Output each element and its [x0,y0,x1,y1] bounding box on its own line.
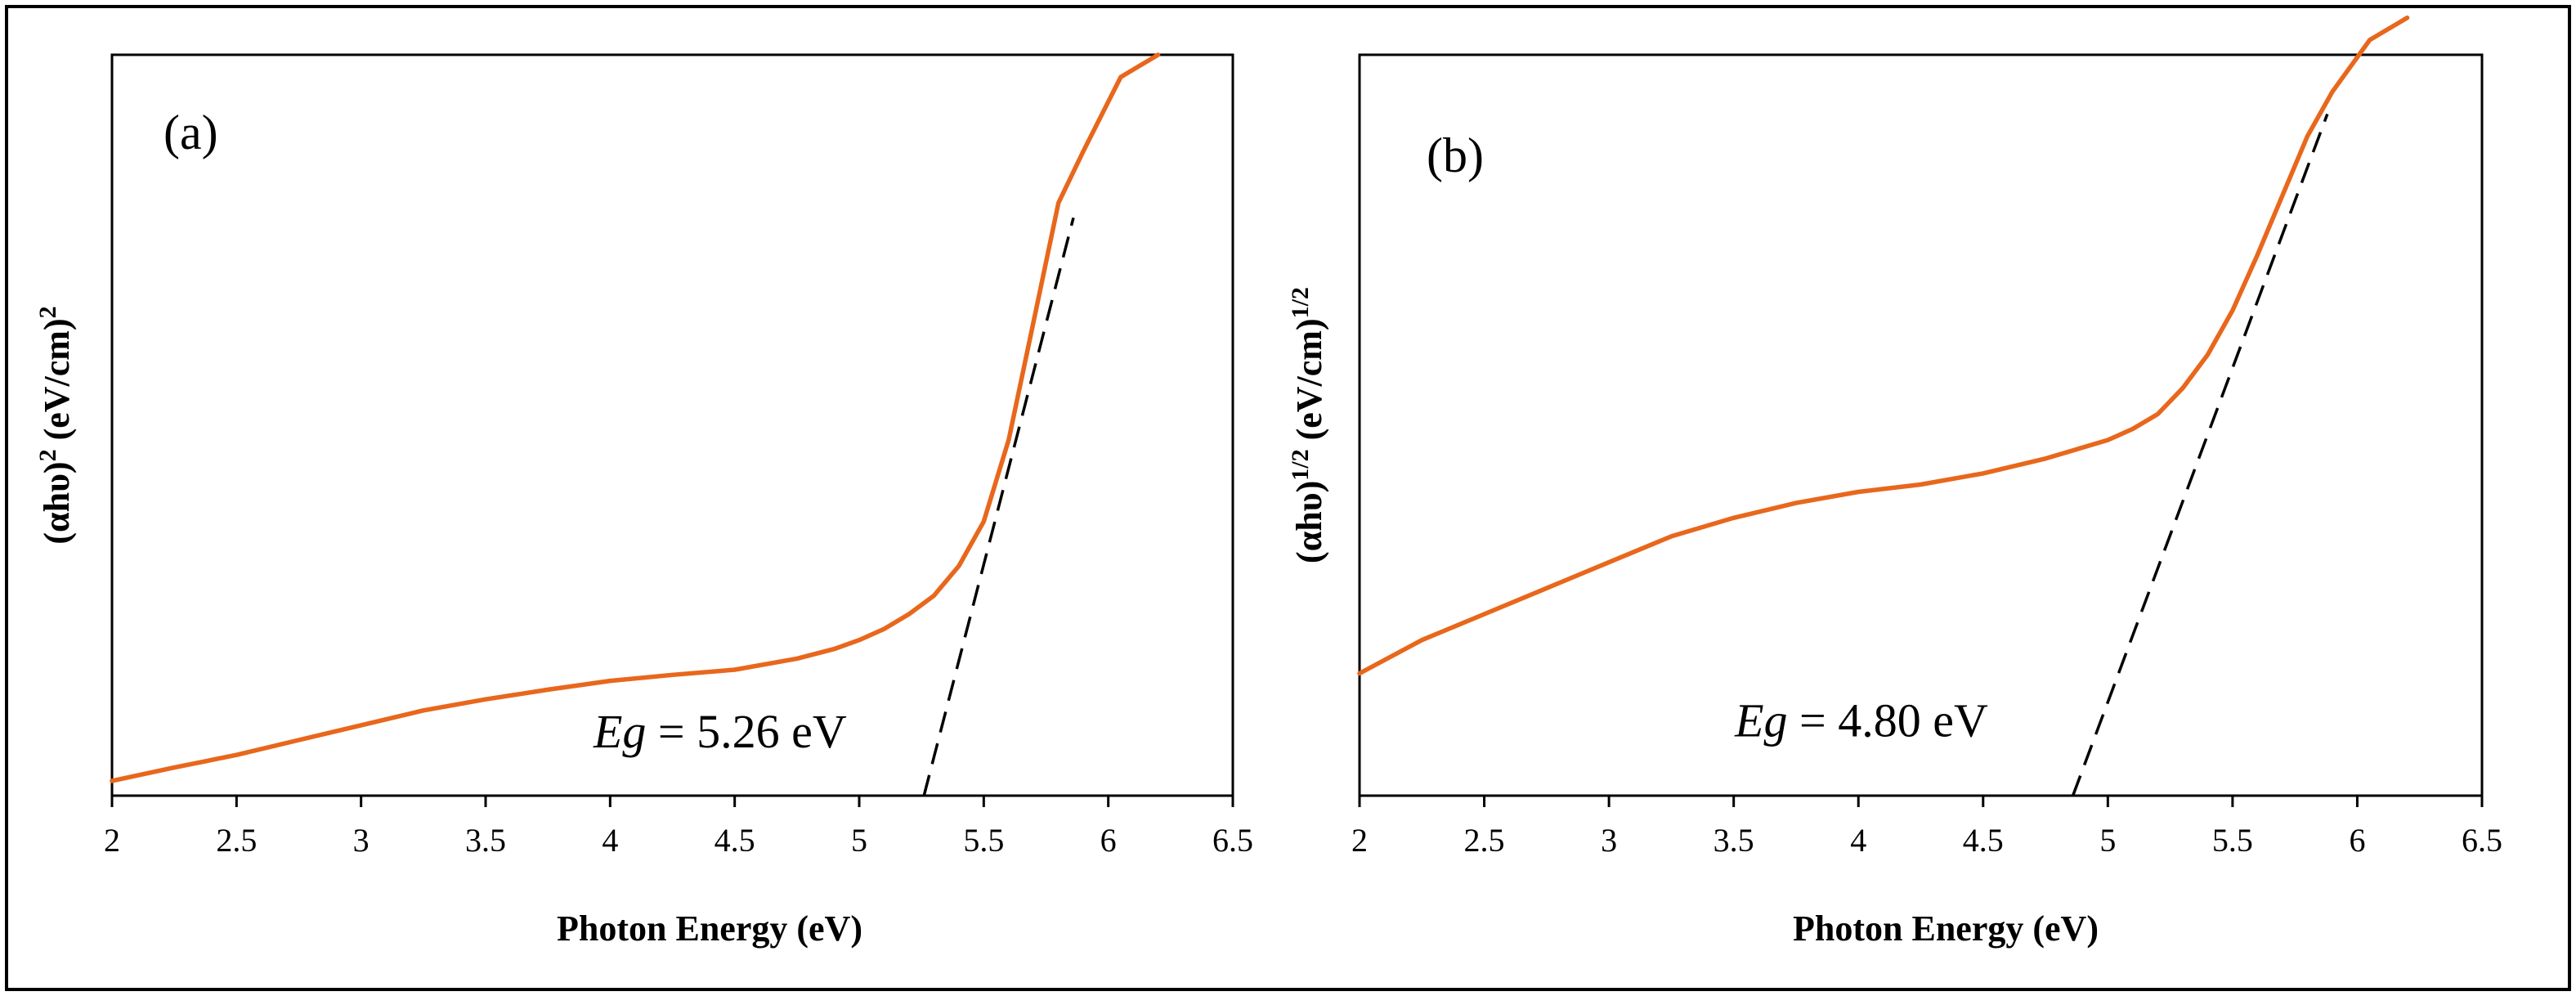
x-tick-label: 3 [353,822,370,859]
band-gap-value: = 5.26 eV [646,705,846,758]
band-gap-annotation: Eg = 5.26 eV [593,705,847,758]
figure-border [5,5,2571,991]
x-tick-label: 4 [1850,822,1866,859]
x-tick-label: 6 [1100,822,1117,859]
panel-label: (a) [164,105,218,159]
x-tick-label: 5 [2099,822,2116,859]
x-tick-label: 4.5 [715,822,755,859]
y-axis-title-exponent: 1/2 [1287,449,1314,480]
x-tick-label: 6 [2349,822,2365,859]
x-tick-label: 3 [1601,822,1617,859]
band-gap-symbol: Eg [593,705,646,758]
y-axis-title-part: (αhυ) [1289,481,1329,563]
x-axis-title: Photon Energy (eV) [557,909,862,949]
x-tick-label: 3.5 [1714,822,1754,859]
series-line-absorption [110,52,1161,783]
y-axis-title: (αhυ)2 (eV/cm)2 [34,306,78,544]
x-tick-label: 5.5 [963,822,1004,859]
x-tick-label: 2.5 [216,822,257,859]
y-axis-title: (αhυ)1/2 (eV/cm)1/2 [1287,287,1330,563]
extrapolation-fit-line [922,217,1075,796]
y-axis-title-exponent: 2 [34,449,61,461]
plot-frame [110,53,1234,797]
panel-a: 2 2.5 3 3.5 4 4.5 5 5.5 6 6.5 Photon Energy (eV) (α… [34,52,1253,949]
band-gap-annotation: Eg = 4.80 eV [1734,694,1988,747]
plot-frame [1358,53,2484,797]
x-axis-title: Photon Energy (eV) [1793,909,2099,949]
y-axis-title-part: (αhυ) [37,461,77,544]
x-tick-label: 4.5 [1963,822,2004,859]
x-tick-label: 6.5 [2462,822,2502,859]
x-tick-label: 2.5 [1464,822,1505,859]
y-axis-title-part: (eV/cm) [37,318,77,449]
x-tick-label: 5.5 [2212,822,2253,859]
x-tick-label: 5 [851,822,867,859]
x-tick-label: 4 [602,822,618,859]
series-line-absorption [1357,15,2410,676]
x-tick-label: 3.5 [465,822,506,859]
x-tick-label: 2 [1351,822,1368,859]
panel-b: 2 2.5 3 3.5 4 4.5 5 5.5 6 6.5 Photon Energy (eV) (α… [1287,15,2502,949]
y-axis-title-part: (eV/cm) [1289,318,1329,449]
panel-label: (b) [1427,128,1484,182]
x-tick-label: 2 [104,822,120,859]
y-axis-title-exponent: 1/2 [1287,287,1314,318]
band-gap-symbol: Eg [1734,694,1787,747]
band-gap-value: = 4.80 eV [1788,694,1988,747]
x-tick-label: 6.5 [1212,822,1253,859]
y-axis-title-exponent: 2 [34,306,61,318]
extrapolation-fit-line [2071,113,2329,796]
